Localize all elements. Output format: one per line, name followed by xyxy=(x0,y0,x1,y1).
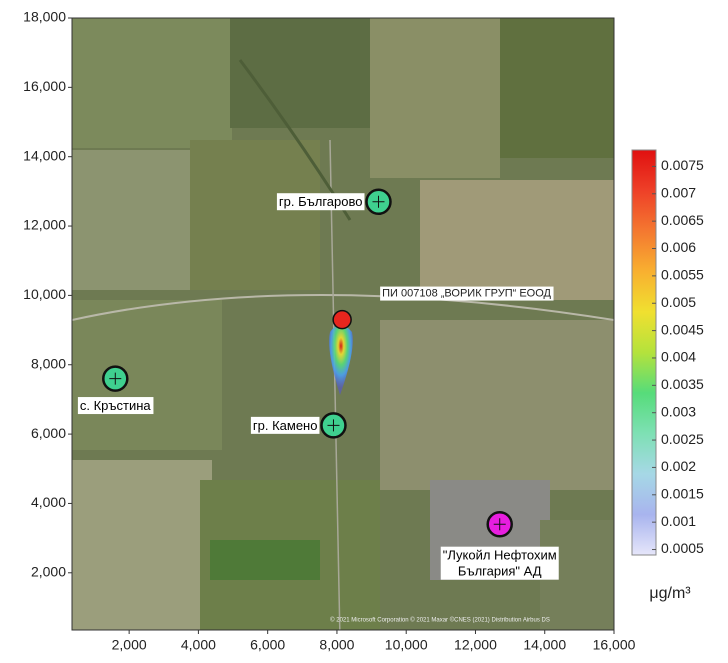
y-tick-label: 14,000 xyxy=(23,147,66,163)
colorbar-tick-label: 0.0075 xyxy=(661,157,704,173)
colorbar-tick-label: 0.0015 xyxy=(661,486,704,502)
x-tick-label: 16,000 xyxy=(593,637,636,653)
x-tick-label: 10,000 xyxy=(385,637,428,653)
colorbar-tick-label: 0.0045 xyxy=(661,321,704,337)
y-tick-label: 16,000 xyxy=(23,78,66,94)
colorbar-tick-label: 0.005 xyxy=(661,294,696,310)
receptor-label-text: гр. Камено xyxy=(253,418,318,433)
map-figure: © 2021 Microsoft Corporation © 2021 Maxa… xyxy=(0,0,728,663)
y-tick-label: 6,000 xyxy=(31,425,66,441)
colorbar-tick-label: 0.006 xyxy=(661,239,696,255)
receptor-label: с. Кръстина xyxy=(78,397,154,414)
attribution: © 2021 Microsoft Corporation © 2021 Maxa… xyxy=(330,617,550,624)
colorbar-tick-label: 0.001 xyxy=(661,513,696,529)
x-tick-label: 14,000 xyxy=(523,637,566,653)
receptor-label-text: "Лукойл Нефтохим xyxy=(443,548,557,563)
colorbar-tick-label: 0.0055 xyxy=(661,267,704,283)
colorbar-tick-label: 0.007 xyxy=(661,184,696,200)
y-tick-label: 8,000 xyxy=(31,355,66,371)
y-tick-label: 12,000 xyxy=(23,217,66,233)
receptor-label: гр. Българово xyxy=(277,193,365,210)
x-tick-label: 4,000 xyxy=(181,637,216,653)
x-tick-label: 6,000 xyxy=(250,637,285,653)
colorbar-tick-label: 0.0025 xyxy=(661,431,704,447)
receptor-label-text: България" АД xyxy=(458,564,542,579)
x-tick-label: 2,000 xyxy=(112,637,147,653)
y-tick-label: 10,000 xyxy=(23,286,66,302)
y-tick-label: 4,000 xyxy=(31,494,66,510)
colorbar-tick-label: 0.003 xyxy=(661,403,696,419)
colorbar xyxy=(632,150,656,555)
receptor-label-text: с. Кръстина xyxy=(80,398,152,413)
receptor-label-text: гр. Българово xyxy=(279,194,363,209)
x-tick-label: 12,000 xyxy=(454,637,497,653)
colorbar-tick-label: 0.0035 xyxy=(661,376,704,392)
x-tick-label: 8,000 xyxy=(319,637,354,653)
colorbar-tick-label: 0.004 xyxy=(661,349,696,365)
y-tick-label: 2,000 xyxy=(31,563,66,579)
y-tick-label: 18,000 xyxy=(23,9,66,25)
source-marker xyxy=(333,311,351,329)
source-label: ПИ 007108 „ВОРИК ГРУП“ ЕООД xyxy=(380,287,553,301)
colorbar-tick-label: 0.0065 xyxy=(661,212,704,228)
receptor-label: гр. Камено xyxy=(251,417,320,434)
source-label-text: ПИ 007108 „ВОРИК ГРУП“ ЕООД xyxy=(382,288,551,300)
colorbar-unit: μg/m³ xyxy=(649,585,691,602)
colorbar-tick-label: 0.002 xyxy=(661,458,696,474)
colorbar-tick-label: 0.0005 xyxy=(661,540,704,556)
